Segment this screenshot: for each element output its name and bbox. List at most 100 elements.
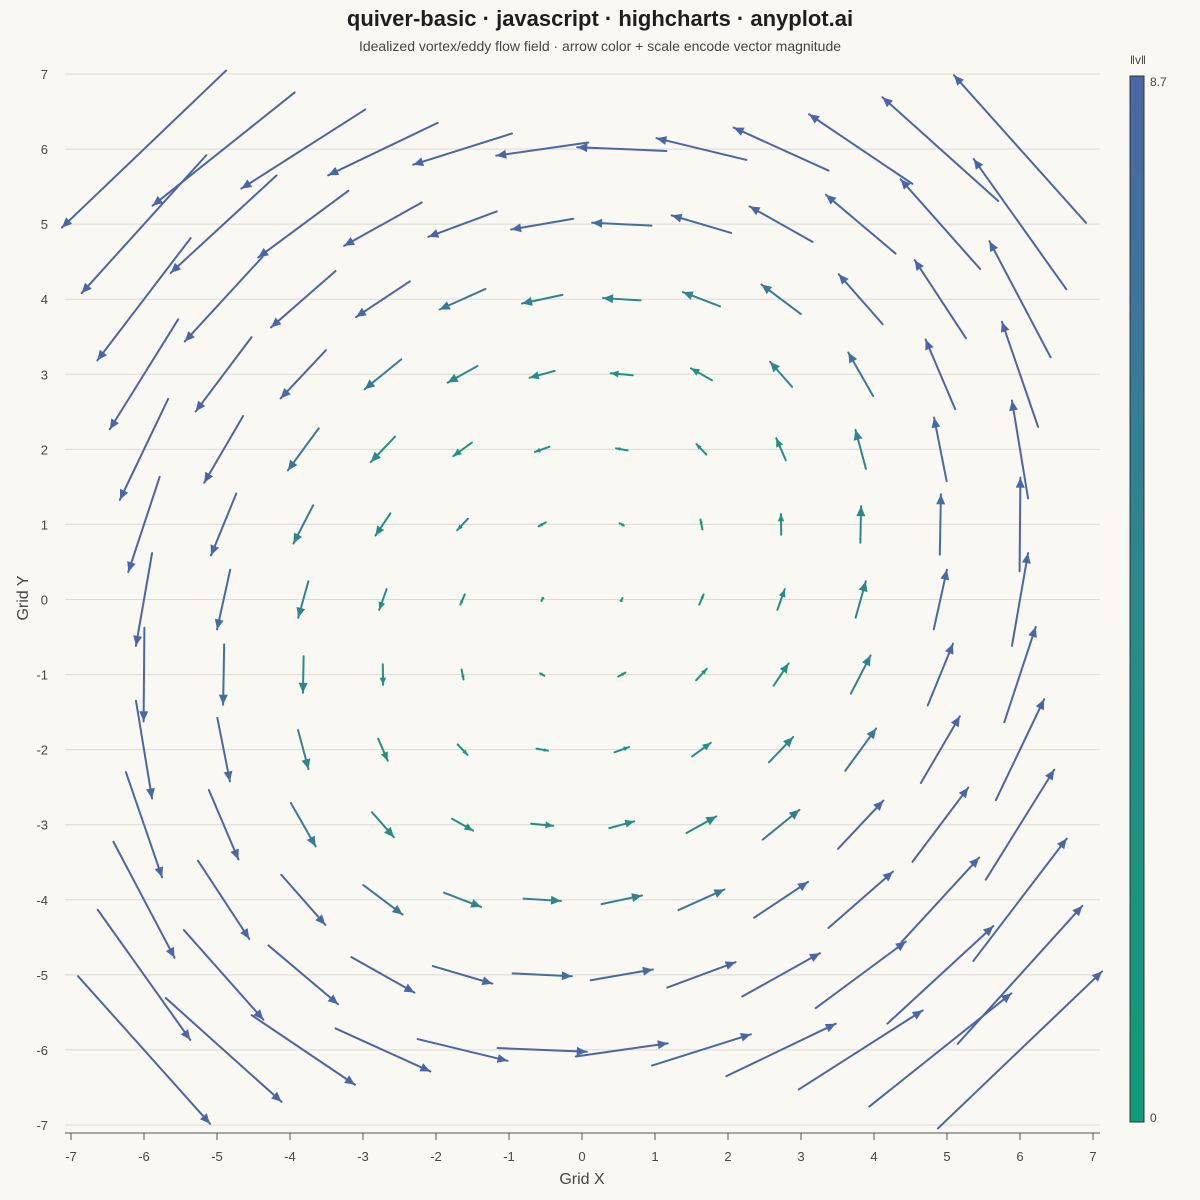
arrow-shaft	[1010, 399, 1030, 500]
quiver-arrow	[868, 992, 1013, 1108]
quiver-arrow	[837, 273, 884, 326]
quiver-arrow	[614, 447, 629, 452]
arrow-head	[989, 241, 999, 253]
arrow-head	[328, 166, 340, 176]
arrow-head	[391, 904, 403, 915]
quiver-arrow	[972, 158, 1068, 291]
arrow-head	[809, 114, 820, 124]
arrow-shaft	[96, 908, 192, 1041]
x-axis: -7 -6 -5 -4 -3 -2 -1 0 1 2 3 4 5 6 7	[65, 1132, 1100, 1164]
arrow-shaft	[207, 788, 240, 861]
arrow-shaft	[824, 193, 897, 255]
arrow-shaft	[183, 255, 264, 343]
arrow-head	[460, 600, 464, 605]
quiver-arrow	[443, 891, 483, 908]
quiver-arrow	[334, 1027, 432, 1073]
y-tick-label: -1	[36, 668, 48, 683]
arrow-head	[253, 1009, 264, 1020]
quiver-arrow	[856, 505, 866, 544]
arrow-head	[428, 229, 440, 238]
arrow-head	[610, 370, 619, 378]
quiver-arrow	[591, 218, 653, 228]
arrow-head	[240, 928, 250, 939]
arrow-head	[230, 848, 239, 860]
arrow-head	[204, 471, 214, 483]
x-tick-label: -4	[284, 1149, 296, 1164]
quiver-arrow	[169, 174, 278, 274]
arrow-shaft	[938, 493, 942, 556]
arrow-head	[81, 282, 92, 294]
arrow-shaft	[77, 975, 211, 1125]
arrow-shaft	[808, 113, 914, 185]
arrow-head	[327, 994, 339, 1005]
arrow-head	[375, 525, 385, 536]
quiver-arrow	[183, 255, 264, 343]
quiver-arrow	[379, 663, 387, 686]
arrow-head	[200, 1113, 210, 1124]
y-axis-title: Grid Y	[15, 575, 32, 620]
arrow-head	[642, 966, 653, 976]
arrow-shaft	[134, 552, 154, 647]
arrow-head	[866, 728, 877, 740]
arrow-shaft	[280, 873, 327, 926]
quiver-arrow	[460, 668, 465, 681]
quiver-arrow	[753, 880, 810, 919]
arrow-head	[1009, 400, 1018, 412]
arrow-head	[462, 749, 468, 755]
arrow-shaft	[1003, 626, 1037, 724]
quiver-arrow	[849, 654, 872, 695]
arrow-shaft	[651, 1033, 752, 1067]
quiver-arrow	[286, 427, 320, 472]
arrow-head	[146, 787, 155, 799]
quiver-arrow	[377, 737, 389, 762]
arrow-head	[631, 893, 642, 902]
quiver-arrow	[438, 287, 487, 311]
arrow-head	[463, 823, 474, 831]
quiver-arrow	[617, 671, 627, 678]
arrow-head	[439, 301, 451, 310]
arrow-head	[699, 519, 703, 524]
arrow-shaft	[753, 880, 810, 919]
arrow-head	[779, 663, 789, 674]
arrow-shaft	[1010, 552, 1030, 647]
quiver-arrow	[279, 349, 327, 400]
quiver-arrow	[452, 441, 473, 458]
arrow-shaft	[655, 137, 748, 161]
y-tick-label: -4	[36, 893, 48, 908]
quiver-arrow	[853, 428, 867, 470]
arrow-head	[705, 816, 717, 826]
quiver-arrow	[133, 552, 154, 647]
arrow-head	[783, 737, 794, 748]
quiver-arrow	[80, 154, 208, 295]
quiver-arrow	[847, 351, 875, 398]
arrow-head	[936, 494, 946, 505]
arrow-shaft	[124, 771, 164, 879]
quiver-arrow	[369, 435, 397, 463]
arrow-shaft	[96, 237, 192, 362]
arrow-head	[969, 857, 980, 868]
arrow-shaft	[127, 475, 161, 573]
quiver-arrow	[797, 1009, 924, 1091]
arrow-head	[139, 711, 149, 722]
arrow-head	[223, 770, 233, 782]
arrow-head	[656, 136, 668, 145]
arrow-shaft	[60, 69, 228, 229]
x-tick-label: -1	[503, 1149, 515, 1164]
arrow-head	[511, 223, 522, 233]
arrow-shaft	[169, 174, 278, 274]
arrow-shaft	[222, 643, 226, 706]
arrow-head	[958, 787, 969, 799]
quiver-arrow	[118, 397, 170, 501]
arrow-head	[180, 1029, 191, 1040]
arrow-shaft	[932, 568, 948, 631]
arrow-head	[825, 194, 837, 205]
arrow-shaft	[913, 259, 968, 340]
arrow-head	[853, 429, 863, 441]
arrow-shaft	[270, 270, 337, 329]
arrow-shaft	[118, 397, 170, 501]
y-tick-label: -3	[36, 818, 48, 833]
arrow-head	[1000, 993, 1012, 1004]
quiver-arrow	[776, 588, 786, 611]
arrow-head	[778, 589, 786, 598]
gridlines	[65, 73, 1100, 1126]
